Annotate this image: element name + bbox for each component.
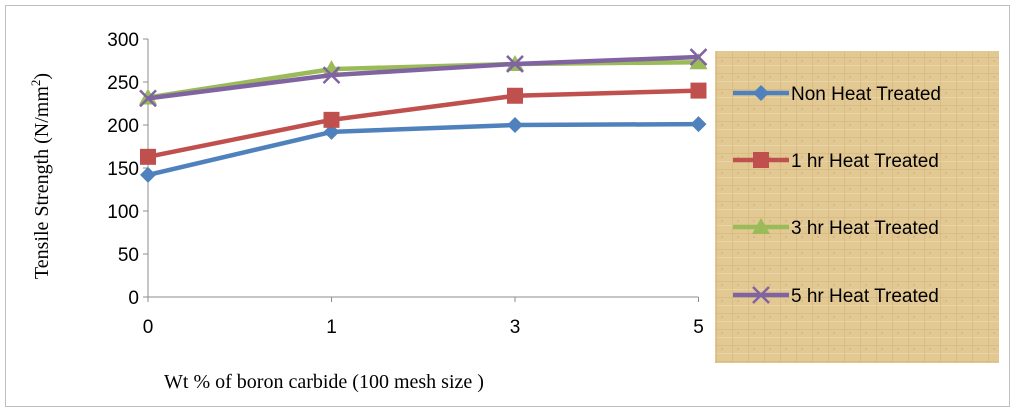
data-point <box>689 53 708 70</box>
chart-frame: 0 50 100 150 200 250 300 0 1 3 5 Wt % of boron car… <box>5 5 1010 407</box>
marker-stroke <box>752 286 770 304</box>
y-tick-label: 0 <box>128 288 139 309</box>
data-point <box>323 111 340 128</box>
data-point <box>139 89 157 108</box>
x-tick-label: 0 <box>143 317 154 338</box>
data-point <box>689 48 708 66</box>
legend-marker <box>753 152 769 168</box>
data-point <box>507 117 523 133</box>
legend-label: 3 hr Heat Treated <box>791 218 939 239</box>
legend-marker <box>752 286 770 304</box>
series-group <box>139 48 708 183</box>
data-point <box>140 148 156 165</box>
plot-axes: 0 50 100 150 200 250 300 0 1 3 5 <box>107 30 703 338</box>
x-tick-label: 5 <box>693 317 704 338</box>
line-chart: 0 50 100 150 200 250 300 0 1 3 5 Wt % of boron car… <box>28 30 999 393</box>
data-point <box>322 66 341 85</box>
y-tick-label: 300 <box>107 30 139 51</box>
legend-entry: 5 hr Heat Treated <box>733 286 939 307</box>
series-line <box>147 88 699 160</box>
y-tick-label: 250 <box>107 73 139 94</box>
legend-label: 1 hr Heat Treated <box>791 151 939 172</box>
legend: Non Heat Treated 1 hr Heat Treated 3 hr He… <box>715 51 999 363</box>
x-axis-title: Wt % of boron carbide (100 mesh size ) <box>164 371 484 393</box>
marker-stroke <box>322 66 341 85</box>
legend-marker <box>752 218 770 234</box>
series-line <box>147 121 699 178</box>
x-tick-label: 1 <box>326 317 337 338</box>
data-point <box>690 82 707 99</box>
y-tick-label: 50 <box>118 245 139 266</box>
legend-entry: Non Heat Treated <box>733 84 941 105</box>
legend-label: 5 hr Heat Treated <box>791 286 939 307</box>
legend-background <box>715 51 999 363</box>
data-point <box>690 116 707 133</box>
data-point <box>507 87 523 104</box>
data-point <box>140 166 156 183</box>
data-point <box>323 123 340 140</box>
marker-stroke <box>139 89 157 108</box>
x-tick-label: 3 <box>510 317 521 338</box>
y-tick-label: 100 <box>107 202 139 223</box>
marker-stroke <box>689 48 708 66</box>
data-point <box>506 55 524 73</box>
series-5-hr-heat-treated <box>139 48 708 108</box>
legend-label: Non Heat Treated <box>791 84 941 105</box>
y-tick-label: 200 <box>107 116 139 137</box>
series-line <box>147 59 699 100</box>
series-line <box>147 54 699 101</box>
legend-marker <box>753 85 769 101</box>
y-axis-title: Tensile Strength (N/mm2) <box>28 73 53 279</box>
series-1-hr-heat-treated <box>140 82 707 165</box>
legend-entry: 3 hr Heat Treated <box>733 218 939 239</box>
marker-stroke <box>506 55 524 73</box>
series-non-heat-treated <box>140 116 707 183</box>
y-tick-label: 150 <box>107 159 139 180</box>
legend-entry: 1 hr Heat Treated <box>733 151 939 172</box>
